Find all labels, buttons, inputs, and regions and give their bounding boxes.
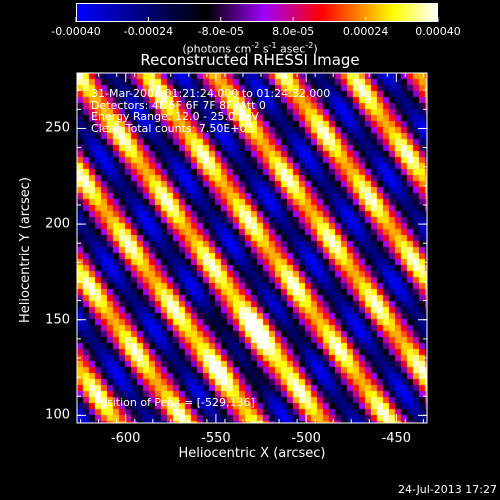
colorbar-units-label: (photons cm-2 s-1 asec-2) (182, 41, 318, 56)
observation-info: 31-Mar-2007 01:21:24.000 to 01:24:32.000… (91, 88, 330, 134)
chart-title: Reconstructed RHESSI Image (140, 51, 360, 69)
colorbar-tick-label: 0.00024 (342, 25, 389, 38)
colorbar-tick-label: -0.00024 (123, 25, 174, 38)
colorbar-gradient (76, 3, 438, 22)
x-tick-label: -550 (201, 431, 231, 446)
colorbar-tick-label: -0.00040 (51, 25, 101, 38)
y-axis-title: Heliocentric Y (arcsec) (18, 177, 33, 323)
axes-frame (76, 72, 428, 424)
y-tick-label: 100 (45, 407, 70, 423)
time-range-label: 31-Mar-2007 01:21:24.000 to 01:24:32.000 (91, 87, 331, 100)
heatmap-image (77, 73, 427, 423)
tick-marks (77, 73, 427, 423)
x-tick-label: -450 (381, 431, 412, 446)
y-tick-label: 200 (45, 216, 70, 232)
colorbar-tick-label: -8.0e-05 (197, 25, 244, 38)
detectors-label: Detectors: 4F 5F 6F 7F 8F, Att 0 (91, 98, 266, 112)
x-tick-label: -600 (110, 431, 141, 446)
peak-position-label: Position of Peak = [-529,136] (94, 396, 255, 409)
y-tick-label: 150 (45, 312, 70, 328)
colorbar-tick-label: 0.00040 (415, 25, 461, 38)
x-tick-label: -500 (291, 431, 321, 446)
timestamp: 24-Jul-2013 17:27 (397, 483, 497, 496)
colorbar-tick-label: 8.0e-05 (272, 25, 315, 38)
x-axis-title: Heliocentric X (arcsec) (178, 446, 326, 461)
total-counts-label: Clean Total counts: 7.50E+03 (91, 121, 254, 135)
y-tick-label: 250 (45, 120, 70, 136)
energy-range-label: Energy Range: 12.0 - 25.0 keV (91, 110, 259, 123)
